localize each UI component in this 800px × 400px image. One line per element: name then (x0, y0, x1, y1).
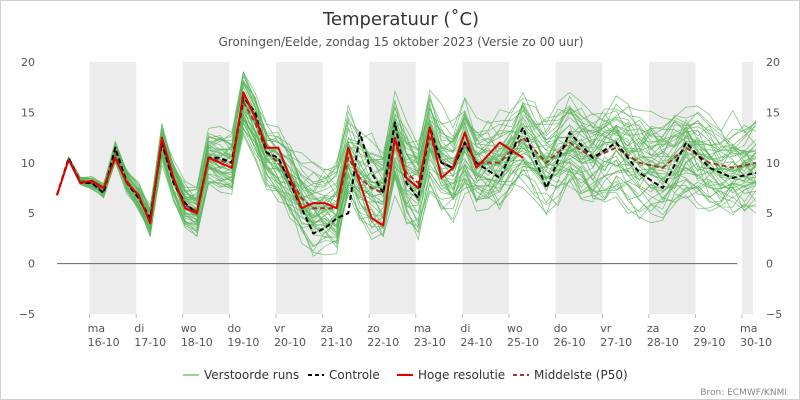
x-day-label: vr (600, 322, 612, 335)
y-tick-label: 20 (766, 56, 780, 69)
ensemble-member-line (56, 95, 757, 211)
x-date-label: 27-10 (600, 336, 632, 349)
x-day-label: zo (367, 322, 380, 335)
x-date-label: 18-10 (181, 336, 213, 349)
y-tick-label: −5 (19, 308, 35, 321)
y-tick-label: 5 (766, 207, 773, 220)
x-day-label: ma (740, 322, 757, 335)
x-day-label: za (647, 322, 660, 335)
x-date-label: 16-10 (88, 336, 120, 349)
ensemble-member-line (56, 117, 757, 238)
y-tick-label: 10 (21, 157, 35, 170)
source-credit: Bron: ECMWF/KNMI (700, 388, 787, 398)
x-day-label: do (227, 322, 241, 335)
x-date-label: 28-10 (647, 336, 679, 349)
chart-title: Temperatuur (˚C) (322, 9, 479, 30)
legend: Verstoorde runs Controle Hoge resolutie … (183, 368, 628, 382)
ensemble-member-line (56, 110, 757, 248)
x-day-label: ma (88, 322, 105, 335)
y-tick-label: 10 (766, 157, 780, 170)
x-day-label: ma (414, 322, 431, 335)
x-day-label: do (554, 322, 568, 335)
ensemble-member-line (56, 109, 757, 231)
x-date-label: 19-10 (227, 336, 259, 349)
x-date-label: 23-10 (414, 336, 446, 349)
x-date-label: 26-10 (554, 336, 586, 349)
legend-label-controle: Controle (329, 368, 380, 382)
x-day-label: wo (507, 322, 523, 335)
x-date-label: 30-10 (740, 336, 772, 349)
legend-label-middelste: Middelste (P50) (534, 368, 628, 382)
y-tick-label: 15 (21, 106, 35, 119)
ensemble-member-line (56, 75, 757, 211)
y-tick-label: 0 (28, 258, 35, 271)
x-date-label: 22-10 (367, 336, 399, 349)
y-tick-label: −5 (766, 308, 782, 321)
y-axis-right: −5 0 5 10 15 20 (766, 56, 782, 321)
x-day-label: vr (274, 322, 286, 335)
x-day-label: di (460, 322, 470, 335)
legend-label-hoge-resolutie: Hoge resolutie (418, 368, 505, 382)
legend-label-ensemble: Verstoorde runs (204, 368, 299, 382)
y-tick-label: 15 (766, 106, 780, 119)
x-day-label: za (321, 322, 334, 335)
y-tick-label: 5 (28, 207, 35, 220)
ensemble-member-line (56, 100, 757, 212)
x-axis: ma16-10di17-10wo18-10do19-10vr20-10za21-… (88, 314, 772, 349)
ensemble-member-line (56, 82, 757, 220)
series-line-hoge-resolutie (56, 91, 524, 227)
x-date-label: 20-10 (274, 336, 306, 349)
x-date-label: 29-10 (693, 336, 725, 349)
y-axis-left: −5 0 5 10 15 20 (19, 56, 35, 321)
x-day-label: di (134, 322, 144, 335)
x-date-label: 21-10 (321, 336, 353, 349)
ensemble-member-line (56, 118, 757, 233)
ensemble-member-line (56, 118, 757, 252)
x-date-label: 17-10 (134, 336, 166, 349)
x-day-label: zo (693, 322, 706, 335)
x-date-label: 24-10 (460, 336, 492, 349)
x-date-label: 25-10 (507, 336, 539, 349)
y-tick-label: 0 (766, 258, 773, 271)
ensemble-member-line (56, 126, 757, 238)
y-tick-label: 20 (21, 56, 35, 69)
series-lines (56, 91, 757, 235)
x-day-label: wo (181, 322, 197, 335)
chart-subtitle: Groningen/Eelde, zondag 15 oktober 2023 … (218, 35, 583, 49)
